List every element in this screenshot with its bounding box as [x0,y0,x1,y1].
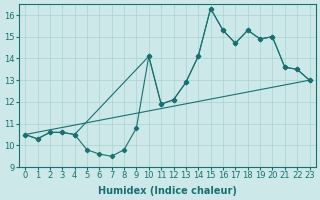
X-axis label: Humidex (Indice chaleur): Humidex (Indice chaleur) [98,186,237,196]
